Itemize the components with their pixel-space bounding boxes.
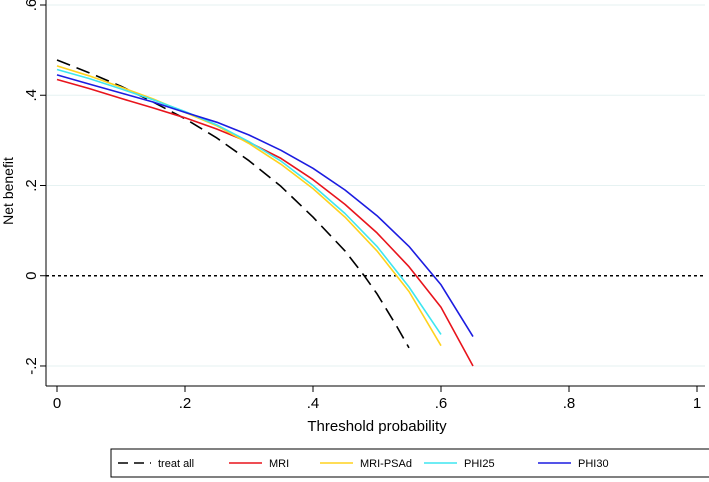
legend-label-phi25: PHI25 (464, 458, 495, 470)
series-line-phi30 (56, 74, 474, 338)
grid-lines (47, 4, 705, 367)
series-layer (56, 59, 474, 367)
y-tick-label: .4 (23, 89, 40, 102)
x-tick-label: .8 (563, 395, 576, 412)
y-tick-group: -.2 0 .2 .4 .6 (23, 0, 46, 375)
y-tick-label: .2 (23, 179, 40, 192)
x-tick-label: .2 (179, 395, 192, 412)
legend-box (110, 448, 709, 478)
x-axis-label: Threshold probability (307, 418, 447, 435)
legend-label-treat-all: treat all (158, 458, 194, 470)
y-tick-label: .6 (23, 0, 40, 11)
legend: treat all MRI MRI-PSAd PHI25 PHI30 (118, 458, 609, 470)
series-line-treat-all (56, 59, 410, 349)
x-tick-group: 0 .2 .4 .6 .8 1 (53, 386, 701, 412)
legend-label-mri-psad: MRI-PSAd (360, 458, 412, 470)
x-tick-label: 0 (53, 395, 61, 412)
y-tick-label: 0 (23, 272, 40, 280)
x-tick-label: .6 (435, 395, 448, 412)
x-tick-label: .4 (307, 395, 320, 412)
legend-label-mri: MRI (269, 458, 289, 470)
y-axis-label: Net benefit (0, 157, 16, 225)
y-tick-label: -.2 (23, 357, 40, 375)
series-line-mri (56, 78, 474, 367)
series-line-mri-psad (56, 65, 442, 347)
legend-label-phi30: PHI30 (578, 458, 609, 470)
series-line-phi25 (56, 68, 442, 335)
x-tick-label: 1 (693, 395, 701, 412)
